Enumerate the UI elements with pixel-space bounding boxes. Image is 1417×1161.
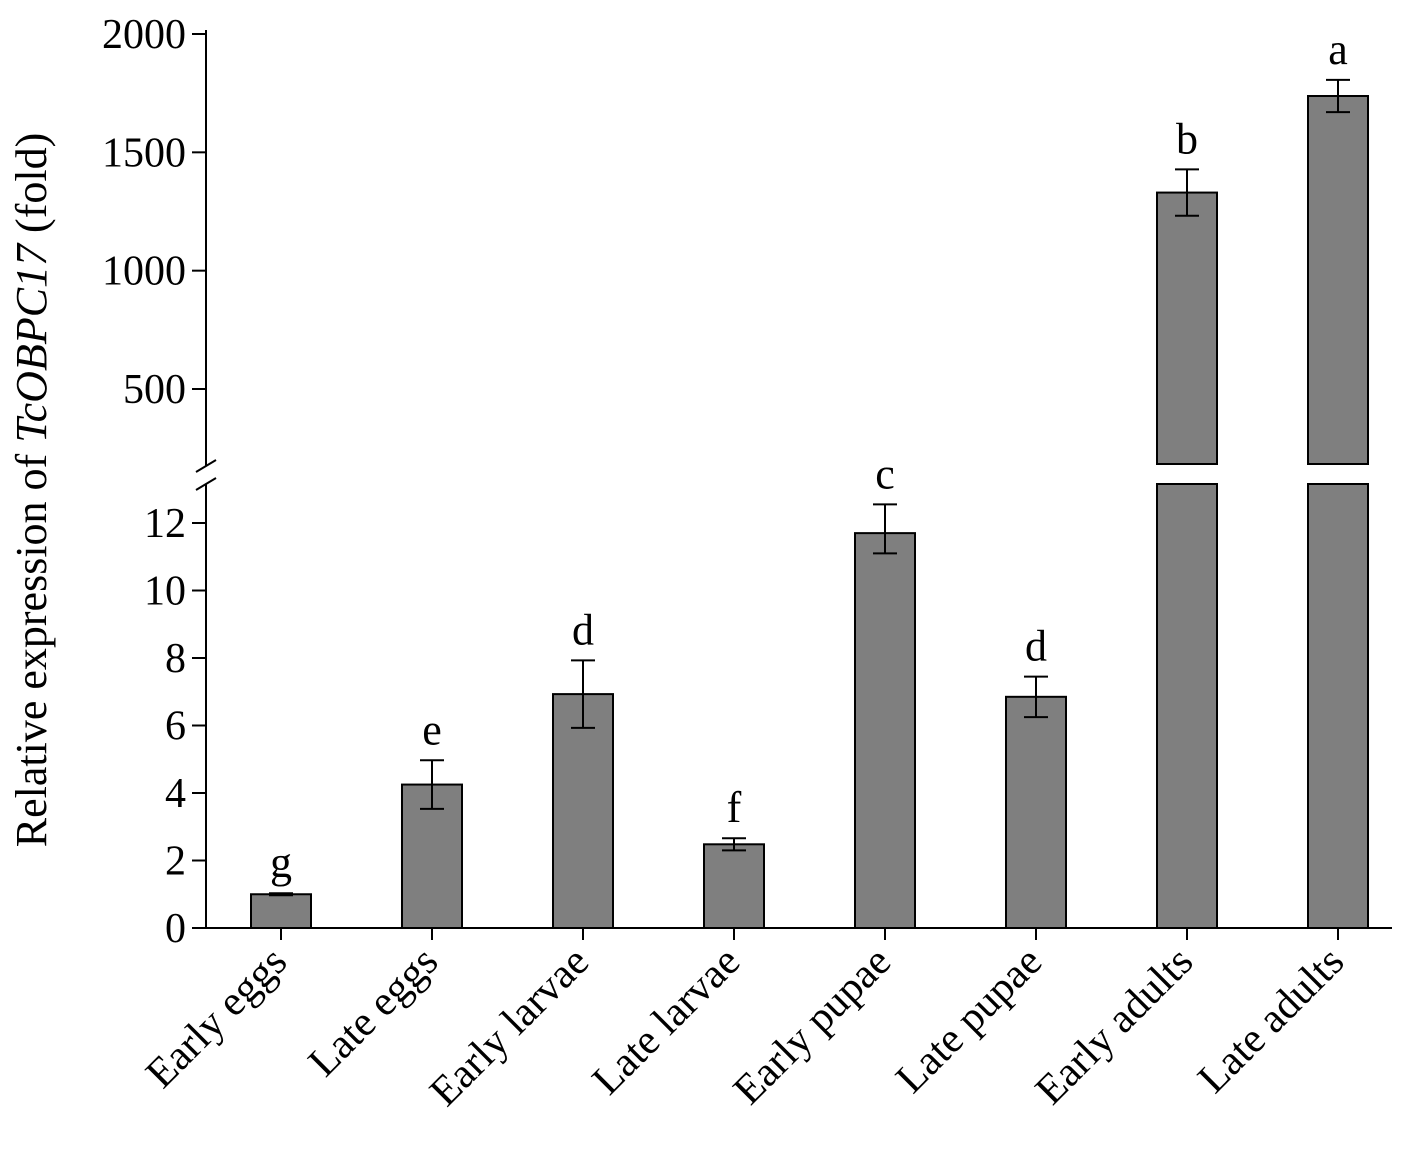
axis-break-mark — [195, 459, 217, 473]
x-tick-label: Late larvae — [584, 939, 749, 1104]
x-tick-label: Late pupae — [887, 939, 1051, 1103]
significance-label: a — [1328, 25, 1348, 74]
y-tick-label: 2 — [165, 839, 186, 885]
x-tick-label: Late eggs — [300, 939, 447, 1086]
y-tick-label: 8 — [165, 636, 186, 682]
bar — [552, 693, 614, 929]
y-tick-label: 4 — [165, 771, 186, 817]
significance-label: f — [727, 783, 742, 832]
bar — [1156, 191, 1218, 465]
bar-lower-segment — [1307, 483, 1369, 929]
x-tick-label: Late adults — [1189, 939, 1353, 1103]
significance-label: d — [1025, 622, 1047, 671]
significance-label: d — [572, 605, 594, 654]
y-tick-label: 1500 — [102, 130, 186, 176]
x-tick-label: Early larvae — [421, 939, 598, 1116]
x-tick-label: Early pupae — [725, 939, 900, 1114]
significance-label: c — [875, 449, 895, 498]
x-tick-label: Early eggs — [137, 939, 296, 1098]
bar-lower-segment — [1156, 483, 1218, 929]
y-tick-label: 2000 — [102, 12, 186, 58]
y-tick-label: 6 — [165, 704, 186, 750]
y-tick-label: 1000 — [102, 249, 186, 295]
bar — [1005, 695, 1067, 929]
y-tick-label: 10 — [144, 569, 186, 615]
bar — [250, 893, 312, 929]
bar — [703, 843, 765, 929]
significance-label: b — [1176, 114, 1198, 163]
axis-break-mark — [195, 477, 217, 491]
significance-label: e — [422, 705, 442, 754]
y-tick-label: 0 — [165, 906, 186, 952]
y-tick-label: 12 — [144, 501, 186, 547]
bars — [250, 78, 1369, 929]
bar — [854, 532, 916, 929]
x-tick-label: Early adults — [1027, 939, 1202, 1114]
y-tick-label: 500 — [123, 367, 186, 413]
y-axis-title: Relative expression of TcOBPC17 (fold) — [7, 133, 56, 847]
bar — [1307, 95, 1369, 466]
significance-label: g — [270, 838, 292, 887]
